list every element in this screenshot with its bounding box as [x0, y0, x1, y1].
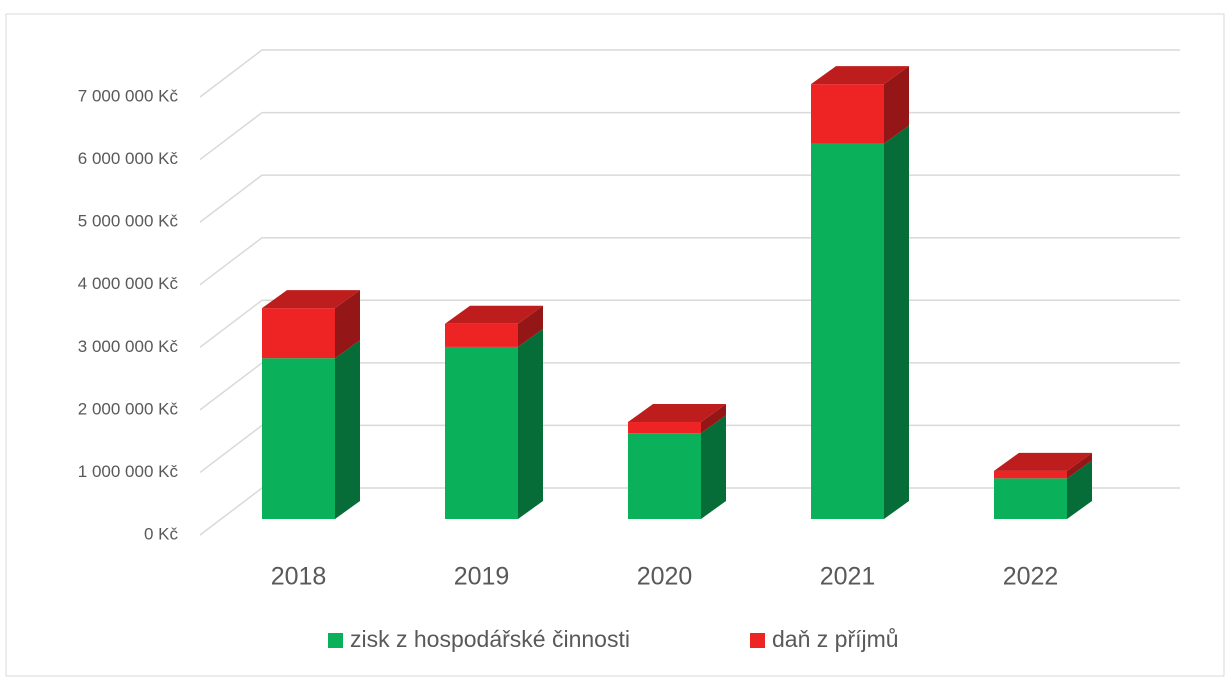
bar-side — [518, 305, 543, 347]
bar-top — [445, 305, 543, 324]
legend-swatch — [750, 633, 765, 648]
x-tick-label: 2018 — [271, 563, 327, 591]
x-tick-label: 2022 — [1003, 563, 1059, 591]
bar-side — [335, 290, 360, 359]
legend-label: zisk z hospodářské činnosti — [350, 626, 630, 652]
y-tick-label: 5 000 000 Kč — [78, 212, 179, 231]
bar — [628, 422, 701, 434]
x-tick-label: 2021 — [820, 563, 876, 591]
x-tick-label: 2019 — [454, 563, 510, 591]
grid-line — [199, 49, 1180, 98]
legend-label: daň z příjmů — [772, 626, 899, 652]
bar — [811, 143, 884, 520]
y-tick-label: 6 000 000 Kč — [78, 149, 179, 168]
bar — [262, 308, 335, 359]
bar — [262, 358, 335, 519]
bar-side — [884, 66, 909, 144]
bar — [994, 470, 1067, 479]
legend-swatch — [328, 633, 343, 648]
bar — [445, 346, 518, 519]
bar-side — [1067, 452, 1092, 479]
bar-side — [518, 328, 543, 519]
y-tick-label: 4 000 000 Kč — [78, 274, 179, 293]
y-tick-label: 7 000 000 Kč — [78, 86, 179, 105]
bar-top — [811, 66, 909, 85]
bar-side — [884, 125, 909, 520]
y-tick-label: 0 Kč — [144, 524, 179, 543]
bar-side — [335, 340, 360, 519]
bar — [445, 323, 518, 347]
x-tick-label: 2020 — [637, 563, 693, 591]
bar — [628, 433, 701, 519]
y-tick-label: 1 000 000 Kč — [78, 462, 179, 481]
bar-top — [262, 290, 360, 309]
chart-border — [5, 13, 1225, 677]
bar-side — [701, 404, 726, 434]
y-tick-label: 3 000 000 Kč — [78, 337, 179, 356]
bar-side — [701, 415, 726, 519]
bar-top — [994, 452, 1092, 471]
bar — [811, 84, 884, 144]
y-tick-label: 2 000 000 Kč — [78, 399, 179, 418]
bar-side — [1067, 460, 1092, 519]
bar-top — [628, 404, 726, 423]
bar — [994, 478, 1067, 519]
